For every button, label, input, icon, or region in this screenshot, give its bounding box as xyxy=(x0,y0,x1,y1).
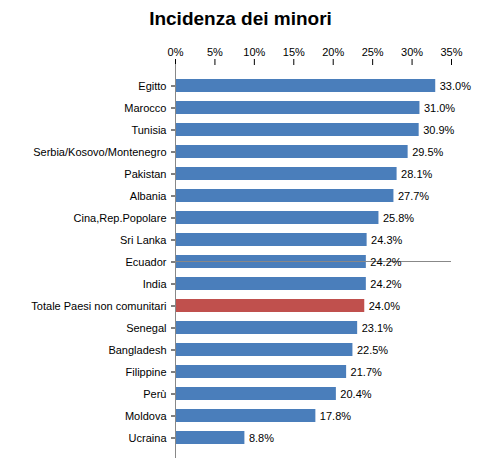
svg-text:Totale Paesi non comunitari: Totale Paesi non comunitari xyxy=(31,300,166,312)
svg-text:Sri Lanka: Sri Lanka xyxy=(120,234,167,246)
svg-text:Moldova: Moldova xyxy=(125,410,167,422)
svg-text:Serbia/Kosovo/Montenegro: Serbia/Kosovo/Montenegro xyxy=(33,146,166,158)
svg-text:25.8%: 25.8% xyxy=(383,212,414,224)
svg-text:Pakistan: Pakistan xyxy=(124,168,166,180)
svg-text:Cina,Rep.Popolare: Cina,Rep.Popolare xyxy=(74,212,167,224)
svg-text:30.9%: 30.9% xyxy=(423,124,454,136)
svg-text:35%: 35% xyxy=(440,46,462,58)
svg-text:10%: 10% xyxy=(243,46,265,58)
svg-text:23.1%: 23.1% xyxy=(362,322,393,334)
svg-text:27.7%: 27.7% xyxy=(398,190,429,202)
svg-text:5%: 5% xyxy=(207,46,223,58)
svg-text:Senegal: Senegal xyxy=(126,322,166,334)
svg-text:Marocco: Marocco xyxy=(124,102,166,114)
svg-text:20.4%: 20.4% xyxy=(340,388,371,400)
svg-text:29.5%: 29.5% xyxy=(412,146,443,158)
svg-text:33.0%: 33.0% xyxy=(440,80,471,92)
svg-text:28.1%: 28.1% xyxy=(401,168,432,180)
svg-text:8.8%: 8.8% xyxy=(249,432,274,444)
svg-text:24.0%: 24.0% xyxy=(369,300,400,312)
html-text:Incidenza dei minori: Incidenza dei minori xyxy=(149,8,332,29)
svg-text:20%: 20% xyxy=(322,46,344,58)
svg-text:24.3%: 24.3% xyxy=(371,234,402,246)
svg-text:Albania: Albania xyxy=(130,190,168,202)
svg-text:30%: 30% xyxy=(401,46,423,58)
svg-text:Ucraina: Ucraina xyxy=(129,432,168,444)
svg-text:India: India xyxy=(143,278,168,290)
svg-text:22.5%: 22.5% xyxy=(357,344,388,356)
svg-text:Tunisia: Tunisia xyxy=(131,124,167,136)
svg-text:15%: 15% xyxy=(283,46,305,58)
svg-text:0%: 0% xyxy=(168,46,184,58)
svg-text:Egitto: Egitto xyxy=(138,80,166,92)
svg-text:24.2%: 24.2% xyxy=(370,256,401,268)
svg-text:Filippine: Filippine xyxy=(126,366,167,378)
svg-text:Bangladesh: Bangladesh xyxy=(108,344,166,356)
svg-text:Ecuador: Ecuador xyxy=(126,256,167,268)
svg-text:17.8%: 17.8% xyxy=(320,410,351,422)
svg-text:25%: 25% xyxy=(362,46,384,58)
svg-text:31.0%: 31.0% xyxy=(424,102,455,114)
svg-text:21.7%: 21.7% xyxy=(351,366,382,378)
svg-text:24.2%: 24.2% xyxy=(370,278,401,290)
svg-text:Perù: Perù xyxy=(143,388,166,400)
